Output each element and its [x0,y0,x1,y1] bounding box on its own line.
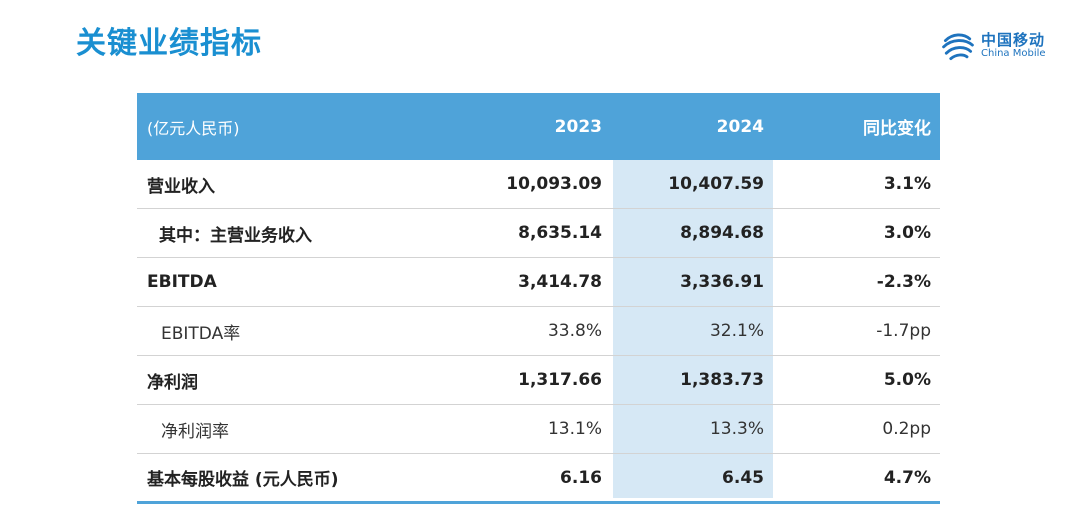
table-header-row: (亿元人民币) 2023 2024 同比变化 [137,93,940,160]
value-2024: 6.45 [722,467,764,488]
yoy-change: 4.7% [883,467,931,488]
value-2023: 1,317.66 [518,370,602,390]
table-row: 其中：主营业务收入 8,635.14 8,894.68 3.0% [137,209,940,258]
value-2024: 1,383.73 [680,370,764,390]
value-2024: 3,336.91 [680,272,764,292]
yoy-change: 3.0% [883,223,931,243]
year-2023-header: 2023 [554,116,602,137]
value-2024: 10,407.59 [668,174,764,194]
yoy-change: -1.7pp [876,321,931,341]
row-label: EBITDA [147,272,217,292]
highlight-column-2024 [613,160,773,498]
value-2024: 32.1% [709,321,764,341]
yoy-change: 0.2pp [882,419,931,439]
yoy-change: 3.1% [883,174,931,194]
value-2023: 8,635.14 [518,223,602,243]
value-2024: 8,894.68 [680,223,764,243]
table-row: EBITDA 3,414.78 3,336.91 -2.3% [137,258,940,307]
logo-text-cn: 中国移动 [981,30,1046,49]
row-label: 净利润率 [161,421,229,442]
value-2024: 13.3% [709,419,764,439]
table-row: EBITDA率 33.8% 32.1% -1.7pp [137,307,940,356]
value-2023: 6.16 [560,467,602,488]
year-2024-header: 2024 [716,116,764,137]
china-mobile-logo-icon [942,33,974,61]
table-row: 营业收入 10,093.09 10,407.59 3.1% [137,160,940,209]
kpi-table: (亿元人民币) 2023 2024 同比变化 营业收入 10,093.09 10… [137,93,940,504]
row-label: 净利润 [147,372,198,393]
change-header: 同比变化 [863,119,931,139]
row-label: 营业收入 [147,176,215,197]
table-row: 净利润率 13.1% 13.3% 0.2pp [137,405,940,454]
yoy-change: 5.0% [883,370,931,390]
unit-header: (亿元人民币) [147,118,240,138]
yoy-change: -2.3% [876,272,931,292]
china-mobile-logo: 中国移动 China Mobile [940,26,1046,66]
table-row: 基本每股收益 (元人民币) 6.16 6.45 4.7% [137,454,940,504]
value-2023: 10,093.09 [506,174,602,194]
value-2023: 13.1% [547,419,602,439]
table-row: 净利润 1,317.66 1,383.73 5.0% [137,356,940,405]
value-2023: 33.8% [547,321,602,341]
page-title: 关键业绩指标 [76,26,262,61]
value-2023: 3,414.78 [518,272,602,292]
row-label: 其中：主营业务收入 [159,225,312,246]
row-label: 基本每股收益 (元人民币) [147,470,339,490]
logo-text-en: China Mobile [981,47,1046,59]
row-label: EBITDA率 [161,323,241,344]
